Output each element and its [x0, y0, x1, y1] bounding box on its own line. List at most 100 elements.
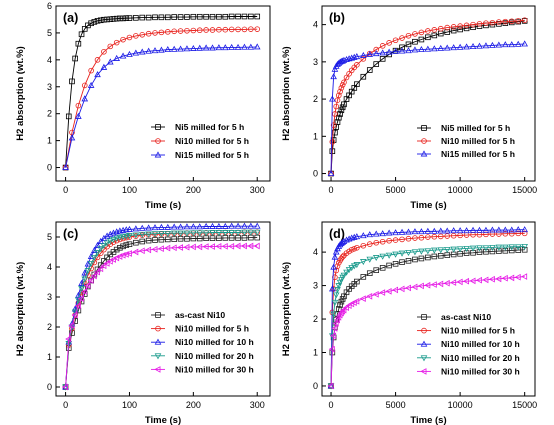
data-point	[495, 226, 503, 233]
chart-panel-1: 0 100 200 300 0 1 2 3 4 5 6 Time (s) H2 absorption (…	[15, 1, 271, 211]
data-point	[152, 237, 158, 243]
data-point	[61, 383, 69, 391]
data-point	[241, 222, 248, 229]
data-point	[496, 21, 502, 27]
data-point	[391, 286, 399, 294]
data-point	[385, 48, 393, 55]
data-point	[122, 233, 130, 240]
data-point	[240, 242, 247, 250]
data-point	[353, 233, 361, 240]
data-point	[234, 242, 241, 250]
data-point	[94, 71, 101, 78]
legend-label: Ni5 milled for 5 h	[441, 123, 510, 133]
data-point	[501, 274, 508, 282]
x-tick-label: 0	[329, 400, 334, 410]
data-point	[77, 295, 84, 302]
data-point	[360, 274, 367, 280]
data-point	[482, 42, 490, 49]
data-point	[183, 230, 191, 237]
data-point	[495, 275, 502, 283]
data-point	[196, 230, 204, 237]
data-point	[113, 235, 121, 242]
y-tick-label: 2	[47, 322, 52, 332]
data-point	[496, 19, 502, 25]
data-point	[69, 78, 75, 85]
data-point	[190, 27, 197, 34]
data-point	[177, 223, 184, 230]
data-point	[329, 285, 336, 292]
panel-label: (c)	[63, 227, 78, 241]
data-point	[107, 16, 114, 22]
y-tick-label: 4	[47, 55, 52, 65]
data-point	[360, 242, 367, 249]
data-point	[132, 225, 140, 232]
data-point	[476, 245, 483, 252]
data-point	[133, 233, 139, 239]
data-point	[125, 250, 132, 257]
data-point	[437, 44, 445, 51]
y-axis-label: H2 absorption (wt.%)	[281, 262, 292, 356]
data-point	[126, 50, 133, 57]
plot-frame	[321, 5, 536, 182]
data-point	[418, 248, 425, 255]
data-point	[425, 234, 431, 240]
data-point	[430, 45, 438, 52]
data-point	[329, 95, 336, 102]
data-point	[424, 281, 431, 289]
data-point	[360, 56, 367, 62]
y-tick-label: 4	[313, 20, 318, 30]
data-point	[68, 322, 75, 329]
data-point	[514, 273, 521, 281]
data-point	[385, 229, 393, 236]
data-point	[489, 19, 496, 26]
data-point	[151, 245, 158, 253]
data-point	[339, 82, 346, 88]
data-point	[430, 247, 438, 254]
data-point	[84, 268, 92, 275]
y-tick-label: 1	[47, 136, 52, 146]
data-point	[145, 246, 152, 254]
data-point	[209, 44, 216, 51]
legend-label: Ni10 milled for 20 h	[441, 353, 520, 363]
data-point	[450, 24, 457, 30]
data-point	[331, 253, 339, 260]
data-point	[444, 24, 451, 31]
data-point	[113, 254, 120, 262]
data-point	[103, 240, 111, 247]
data-point	[253, 43, 261, 50]
data-point	[151, 231, 159, 238]
data-point	[483, 20, 489, 26]
data-point	[126, 233, 133, 240]
series-line	[330, 249, 525, 386]
data-point	[117, 244, 123, 251]
legend: as-cast Ni10 Ni10 milled for 5 h Ni10 mill…	[151, 310, 254, 374]
data-point	[373, 46, 380, 53]
data-point	[431, 32, 438, 39]
data-point	[328, 345, 335, 353]
data-point	[348, 246, 355, 253]
data-point	[437, 247, 445, 254]
data-point	[359, 259, 367, 266]
data-point	[508, 18, 515, 25]
plot-frame	[55, 5, 271, 182]
data-point	[392, 261, 399, 267]
data-point	[405, 32, 412, 39]
data-point	[373, 61, 380, 67]
data-point	[234, 43, 242, 50]
data-point	[469, 277, 476, 285]
data-point	[151, 224, 159, 231]
data-point	[145, 231, 152, 238]
x-axis-label: Time (s)	[410, 200, 446, 211]
data-point	[235, 13, 241, 20]
data-point	[177, 45, 184, 52]
data-point	[228, 242, 235, 250]
legend-marker	[421, 327, 427, 334]
data-point	[405, 47, 412, 54]
data-point	[138, 224, 146, 231]
data-point	[228, 26, 235, 33]
plot-frame	[55, 221, 271, 397]
data-point	[145, 224, 152, 231]
data-point	[332, 129, 338, 136]
data-point	[399, 35, 405, 41]
data-point	[359, 51, 367, 58]
